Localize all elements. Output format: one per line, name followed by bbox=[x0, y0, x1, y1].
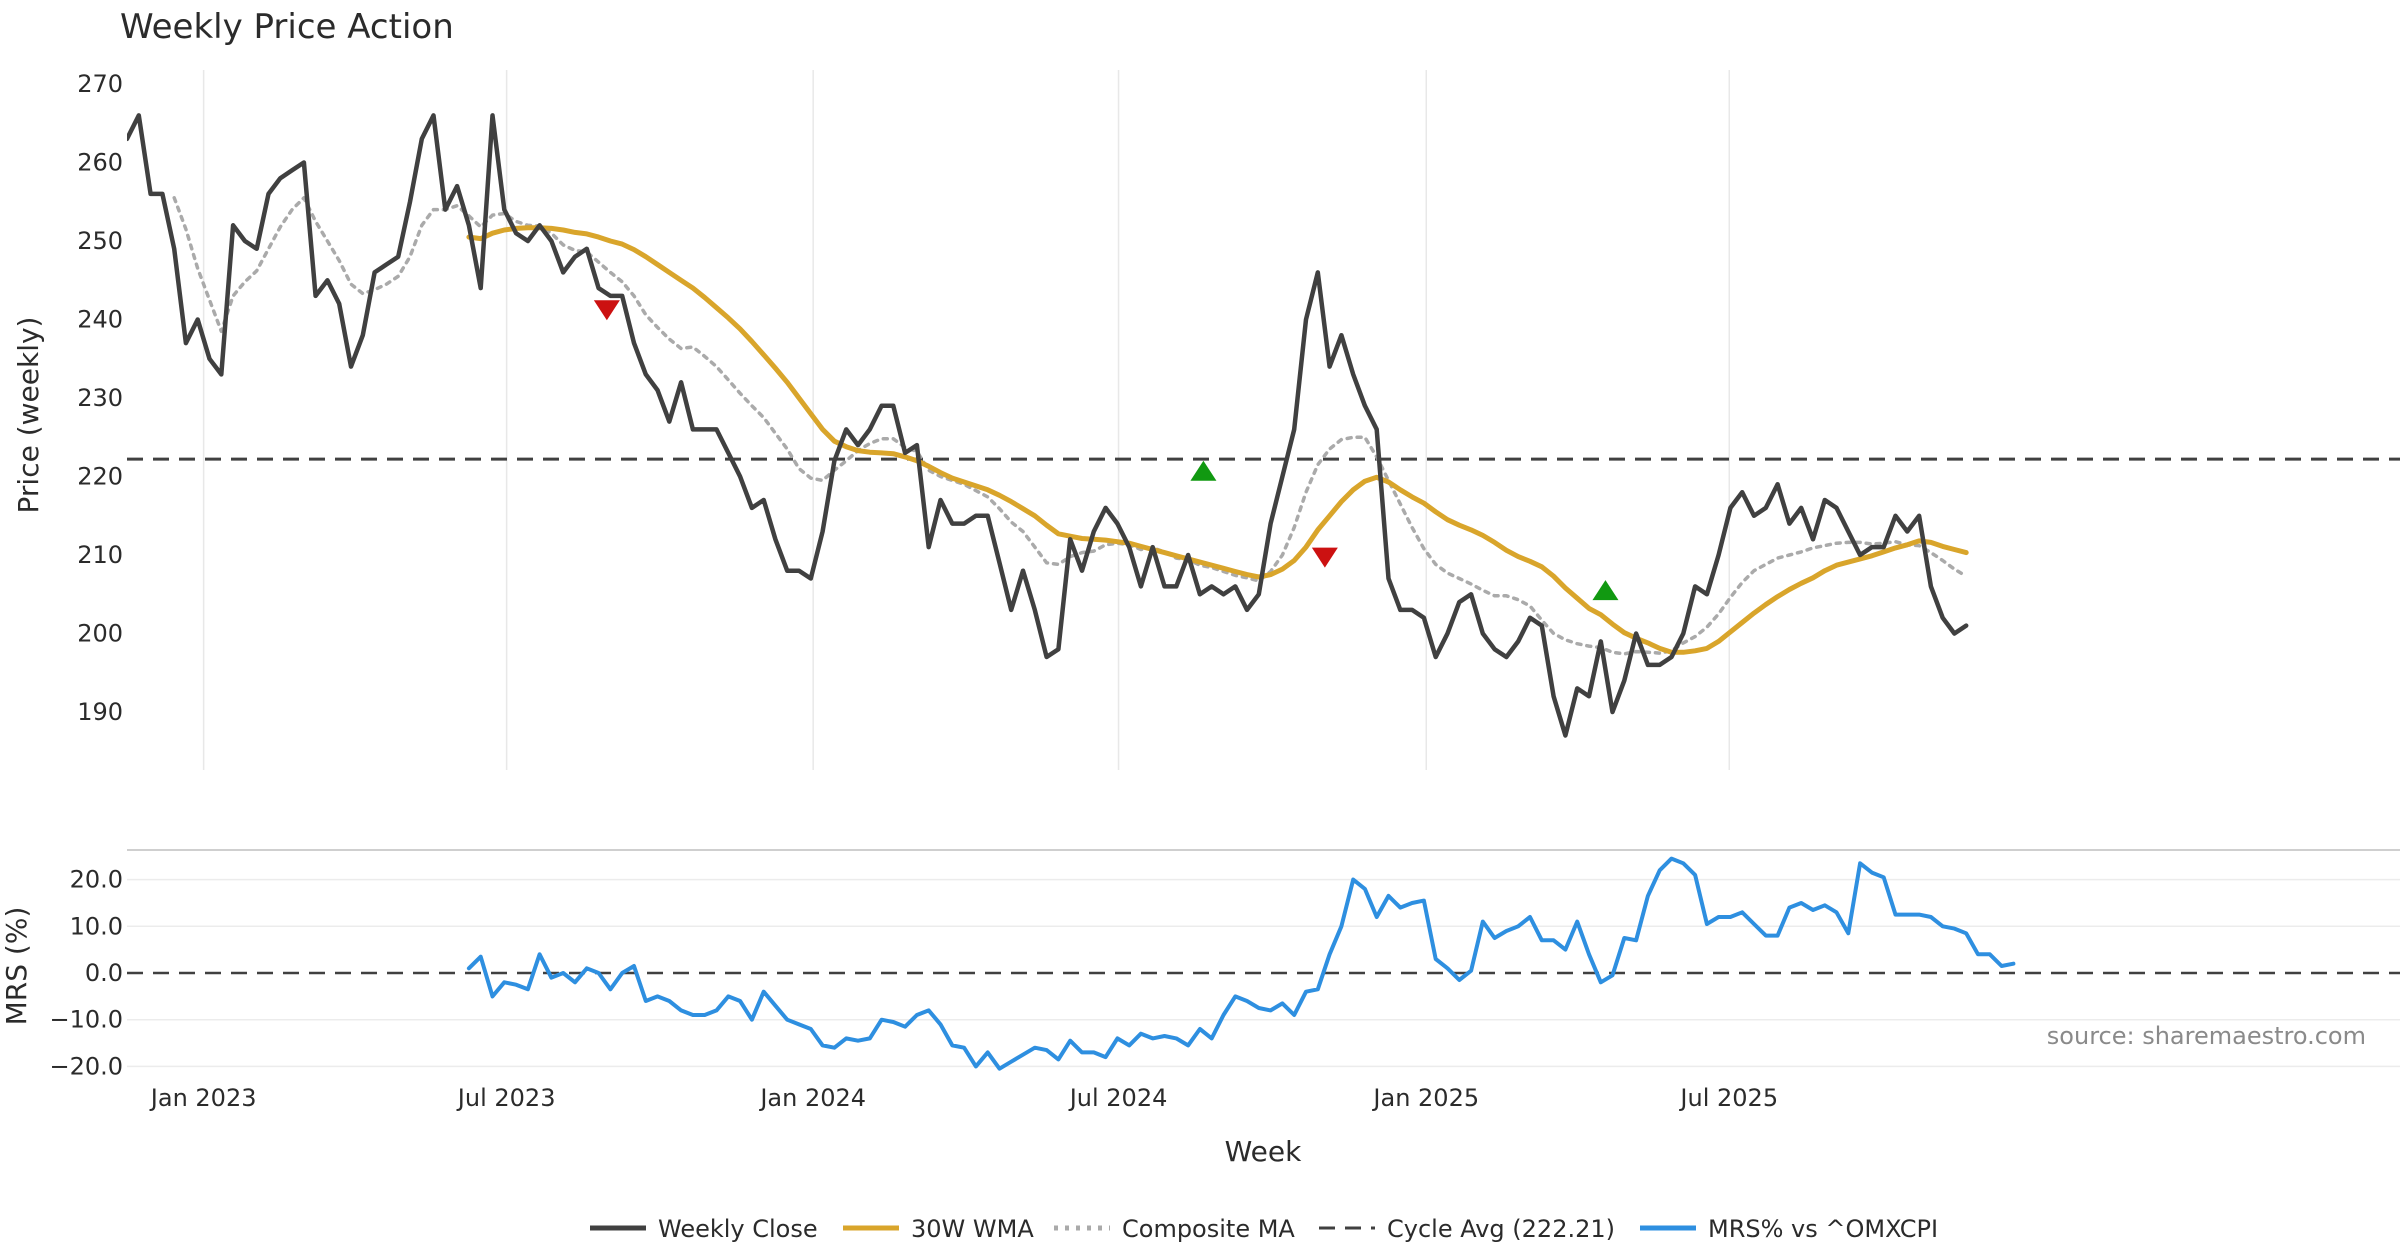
price-y-tick-label: 230 bbox=[77, 384, 123, 412]
legend-item: Weekly Close bbox=[590, 1215, 818, 1243]
source-credit: source: sharemaestro.com bbox=[2047, 1022, 2366, 1050]
price-y-tick-label: 210 bbox=[77, 541, 123, 569]
legend: Weekly Close 30W WMA Composite MA Cycle Avg… bbox=[590, 1215, 1938, 1243]
price-y-tick-label: 200 bbox=[77, 620, 123, 648]
mrs-y-axis-label: MRS (%) bbox=[0, 907, 33, 1026]
signal-markers bbox=[593, 300, 1619, 601]
legend-label: Cycle Avg (222.21) bbox=[1387, 1215, 1615, 1243]
legend-label: Composite MA bbox=[1122, 1215, 1295, 1243]
price-y-tick-label: 220 bbox=[77, 463, 123, 491]
series-line-mrs bbox=[466, 856, 2016, 1071]
legend-label: 30W WMA bbox=[911, 1215, 1034, 1243]
price-y-tick-label: 240 bbox=[77, 306, 123, 334]
legend-item: MRS% vs ^OMXCPI bbox=[1640, 1215, 1938, 1243]
grid-layer bbox=[127, 70, 2400, 1068]
sell-signal-marker bbox=[1311, 547, 1338, 568]
price-panel bbox=[127, 113, 2400, 738]
axis-layer: 190 200 210 220 230 240 250 260 270 −20.0 −10.0 0.0… bbox=[49, 70, 1778, 1112]
x-tick-label: Jan 2023 bbox=[149, 1084, 257, 1112]
mrs-panel bbox=[127, 856, 2400, 1071]
legend-item: 30W WMA bbox=[843, 1215, 1034, 1243]
series-line-weekly-close bbox=[127, 113, 1969, 738]
sell-signal-marker bbox=[593, 300, 620, 321]
mrs-y-tick-label: 0.0 bbox=[85, 959, 123, 987]
buy-signal-marker bbox=[1190, 460, 1217, 481]
chart-title: Weekly Price Action bbox=[120, 7, 454, 47]
legend-label: MRS% vs ^OMXCPI bbox=[1708, 1215, 1938, 1243]
series-line-30w-wma bbox=[466, 225, 1969, 655]
price-y-tick-label: 270 bbox=[77, 70, 123, 98]
buy-signal-marker bbox=[1592, 580, 1619, 601]
x-tick-label: Jan 2024 bbox=[758, 1084, 866, 1112]
mrs-y-tick-label: −20.0 bbox=[49, 1052, 123, 1080]
price-y-axis-label: Price (weekly) bbox=[12, 317, 45, 514]
x-tick-label: Jul 2024 bbox=[1068, 1084, 1168, 1112]
x-tick-label: Jul 2025 bbox=[1678, 1084, 1778, 1112]
legend-item: Composite MA bbox=[1054, 1215, 1295, 1243]
mrs-y-tick-label: 10.0 bbox=[70, 912, 123, 940]
mrs-y-tick-label: −10.0 bbox=[49, 1006, 123, 1034]
x-tick-label: Jan 2025 bbox=[1371, 1084, 1479, 1112]
legend-item: Cycle Avg (222.21) bbox=[1319, 1215, 1615, 1243]
x-axis-label: Week bbox=[1225, 1135, 1302, 1168]
price-y-tick-label: 250 bbox=[77, 227, 123, 255]
price-y-tick-label: 260 bbox=[77, 149, 123, 177]
price-y-tick-label: 190 bbox=[77, 698, 123, 726]
mrs-y-tick-label: 20.0 bbox=[70, 866, 123, 894]
legend-label: Weekly Close bbox=[658, 1215, 818, 1243]
x-tick-label: Jul 2023 bbox=[456, 1084, 556, 1112]
